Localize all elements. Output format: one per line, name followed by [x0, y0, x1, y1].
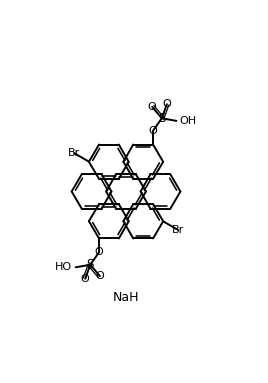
Text: O: O [81, 274, 90, 284]
Text: O: O [148, 102, 157, 112]
Text: OH: OH [180, 116, 197, 126]
Text: O: O [95, 247, 103, 257]
Text: O: O [162, 99, 171, 109]
Text: O: O [149, 126, 158, 136]
Text: S: S [158, 112, 165, 125]
Text: NaH: NaH [113, 291, 139, 304]
Text: Br: Br [68, 148, 80, 158]
Text: S: S [87, 258, 94, 271]
Text: O: O [95, 271, 104, 281]
Text: Br: Br [172, 225, 184, 235]
Text: HO: HO [55, 262, 72, 272]
